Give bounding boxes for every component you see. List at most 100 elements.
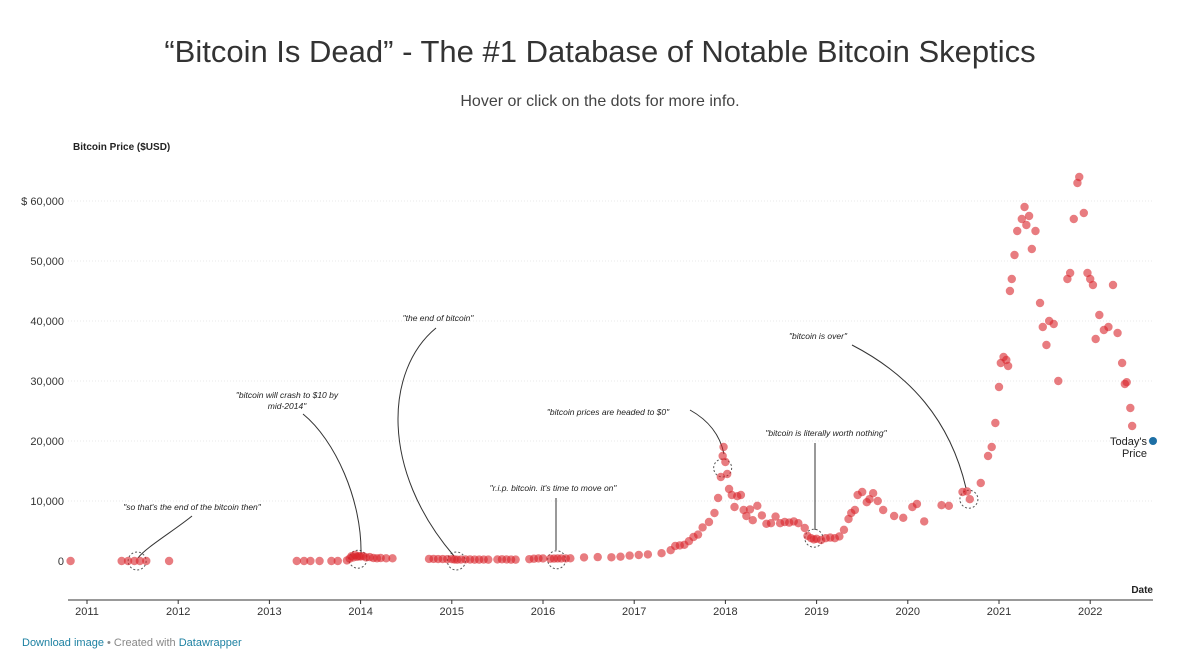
data-point[interactable] <box>593 552 602 562</box>
data-point[interactable] <box>850 505 860 515</box>
data-point[interactable] <box>1126 403 1135 413</box>
data-point[interactable] <box>713 493 723 503</box>
data-point[interactable] <box>878 505 888 515</box>
data-point[interactable] <box>858 487 867 497</box>
data-point[interactable] <box>1017 214 1026 224</box>
data-point[interactable] <box>1079 208 1089 218</box>
data-point[interactable] <box>748 516 757 525</box>
data-point[interactable] <box>1104 322 1113 332</box>
data-point[interactable] <box>920 517 929 526</box>
data-point[interactable] <box>868 489 878 498</box>
data-point[interactable] <box>1005 286 1015 296</box>
data-point[interactable] <box>1042 340 1051 350</box>
data-point[interactable] <box>991 418 1000 428</box>
data-point[interactable] <box>1031 226 1040 236</box>
data-point[interactable] <box>1065 268 1075 278</box>
data-point[interactable] <box>766 519 776 528</box>
data-point[interactable] <box>1091 334 1100 344</box>
data-point[interactable] <box>1088 280 1098 290</box>
data-point[interactable] <box>937 501 946 510</box>
data-point[interactable] <box>117 556 126 566</box>
data-point[interactable] <box>1024 211 1034 221</box>
data-point[interactable] <box>511 555 520 564</box>
data-point[interactable] <box>538 554 548 563</box>
data-point[interactable] <box>1122 378 1131 387</box>
data-point[interactable] <box>912 499 922 509</box>
data-point[interactable] <box>965 495 975 504</box>
data-point[interactable] <box>736 490 746 500</box>
data-point[interactable] <box>1095 310 1104 320</box>
data-point[interactable] <box>944 501 954 510</box>
data-point[interactable] <box>1075 172 1084 182</box>
data-point[interactable] <box>1035 298 1045 308</box>
data-point[interactable] <box>835 532 844 541</box>
data-point[interactable] <box>994 382 1004 392</box>
data-point[interactable] <box>634 550 643 560</box>
data-point[interactable] <box>1022 220 1031 230</box>
data-point[interactable] <box>1054 376 1063 386</box>
data-point[interactable] <box>745 505 755 514</box>
data-point[interactable] <box>607 553 616 562</box>
data-point[interactable] <box>757 511 767 520</box>
data-point[interactable] <box>976 478 985 488</box>
data-point[interactable] <box>625 551 634 560</box>
data-point[interactable] <box>800 523 809 533</box>
data-point[interactable] <box>1038 322 1047 332</box>
data-point[interactable] <box>721 457 730 467</box>
data-point[interactable] <box>899 513 908 522</box>
data-point[interactable] <box>983 451 993 461</box>
data-point[interactable] <box>753 501 762 510</box>
data-point[interactable] <box>1013 226 1022 236</box>
data-point[interactable] <box>135 556 145 566</box>
data-point[interactable] <box>1108 280 1118 290</box>
data-point[interactable] <box>1007 274 1016 284</box>
data-point[interactable] <box>566 554 575 563</box>
data-point[interactable] <box>889 511 899 521</box>
data-point[interactable] <box>693 530 703 539</box>
data-point[interactable] <box>388 554 397 563</box>
data-point[interactable] <box>1069 214 1078 224</box>
data-point[interactable] <box>299 556 309 566</box>
data-point[interactable] <box>771 512 780 521</box>
data-point[interactable] <box>710 508 719 518</box>
data-point[interactable] <box>657 549 666 558</box>
data-point[interactable] <box>704 517 714 527</box>
data-point[interactable] <box>716 472 726 482</box>
data-point[interactable] <box>873 496 882 506</box>
data-point[interactable] <box>962 487 972 496</box>
data-points[interactable] <box>66 172 1137 566</box>
data-point[interactable] <box>1027 244 1037 254</box>
data-point[interactable] <box>794 519 803 528</box>
data-point[interactable] <box>123 556 133 566</box>
data-point[interactable] <box>306 556 315 566</box>
datawrapper-link[interactable]: Datawrapper <box>178 637 242 649</box>
data-point[interactable] <box>315 556 324 566</box>
data-point[interactable] <box>1127 421 1137 431</box>
data-point[interactable] <box>579 553 589 562</box>
data-point[interactable] <box>742 511 751 521</box>
data-point[interactable] <box>1010 250 1019 260</box>
data-point[interactable] <box>1020 202 1029 212</box>
data-point[interactable] <box>327 556 336 566</box>
download-image-link[interactable]: Download image <box>22 637 104 649</box>
data-point[interactable] <box>1113 328 1122 338</box>
data-point[interactable] <box>1003 361 1013 371</box>
data-point[interactable] <box>719 442 728 452</box>
data-point[interactable] <box>698 523 707 532</box>
data-point[interactable] <box>142 556 151 566</box>
data-point[interactable] <box>333 556 342 566</box>
data-point[interactable] <box>730 502 739 512</box>
data-point[interactable] <box>616 552 625 561</box>
data-point[interactable] <box>643 550 653 559</box>
data-point[interactable] <box>484 555 493 564</box>
data-point[interactable] <box>1117 358 1127 368</box>
data-point[interactable] <box>723 469 732 479</box>
data-point[interactable] <box>839 525 849 534</box>
data-point[interactable] <box>292 556 301 566</box>
data-point[interactable] <box>987 442 996 452</box>
data-point[interactable] <box>66 556 75 566</box>
data-point[interactable] <box>164 556 174 566</box>
data-point[interactable] <box>381 554 391 563</box>
data-point[interactable] <box>1049 319 1058 329</box>
